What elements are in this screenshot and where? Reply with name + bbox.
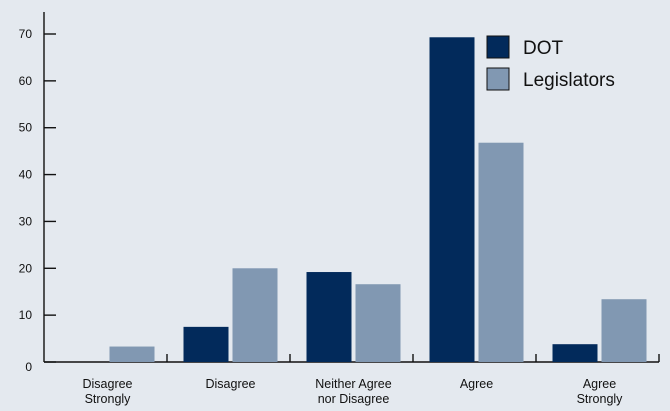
x-category-label: Agree <box>460 377 493 391</box>
y-tick-label: 30 <box>19 214 33 228</box>
x-category-label: Strongly <box>85 392 132 406</box>
y-tick-label: 10 <box>19 308 33 322</box>
bar-dot <box>306 272 352 362</box>
bar-dot <box>429 37 475 362</box>
bar-legislators <box>109 346 155 362</box>
y-tick-label: 70 <box>19 27 33 41</box>
bar-legislators <box>232 268 278 362</box>
bar-dot <box>552 344 598 362</box>
bar-dot <box>183 326 229 362</box>
y-tick-label: 40 <box>19 168 33 182</box>
bar-legislators <box>478 142 524 362</box>
y-tick-label: 20 <box>19 261 33 275</box>
y-tick-label: 0 <box>25 360 32 374</box>
bar-legislators <box>601 299 647 362</box>
legend: DOT Legislators <box>486 35 615 91</box>
x-category-label: nor Disagree <box>318 392 390 406</box>
bar-legislators <box>355 284 401 362</box>
legend-swatch <box>486 67 510 91</box>
legend-label: DOT <box>523 38 564 59</box>
x-category-label: Disagree <box>205 377 255 391</box>
legend-label: Legislators <box>523 70 615 91</box>
y-tick-label: 50 <box>19 121 33 135</box>
x-category-label: Agree <box>583 377 616 391</box>
x-category-label: Strongly <box>577 392 624 406</box>
y-tick-label: 60 <box>19 74 33 88</box>
bars <box>109 37 647 362</box>
y-axis: 0 10 20 30 40 50 60 70 <box>19 12 56 374</box>
legend-swatch <box>486 35 510 59</box>
x-category-label: Neither Agree <box>315 377 391 391</box>
x-category-label: Disagree <box>82 377 132 391</box>
